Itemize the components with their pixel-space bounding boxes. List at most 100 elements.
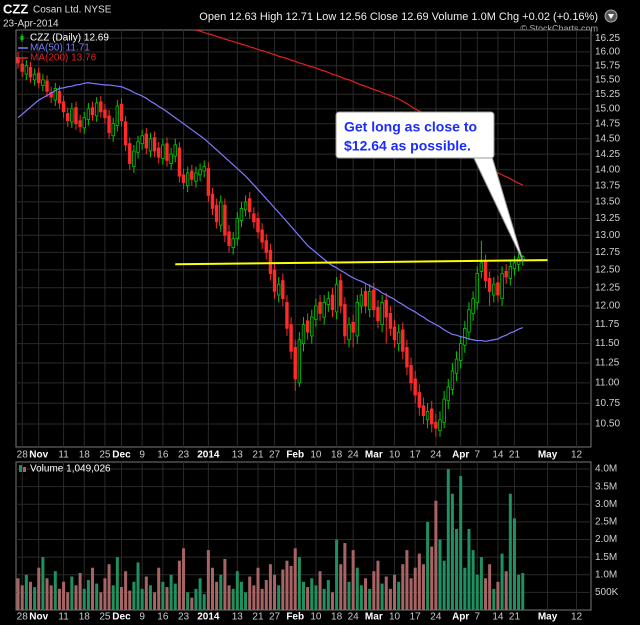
candle-body xyxy=(37,72,41,84)
candle-body xyxy=(206,168,211,196)
candle-body xyxy=(384,299,388,318)
y-tick-label: 12.75 xyxy=(595,247,620,258)
candle-body xyxy=(94,102,99,117)
volume-bar xyxy=(401,564,405,610)
volume-bar xyxy=(446,469,450,610)
x-tick-label: 10 xyxy=(389,450,401,461)
volume-bar xyxy=(74,585,78,610)
candle-body xyxy=(301,324,306,345)
volume-bar xyxy=(153,592,157,610)
candle-body xyxy=(256,218,260,233)
y-tick-label: 15.25 xyxy=(595,89,620,100)
candle-body xyxy=(388,312,393,329)
volume-bar xyxy=(215,581,219,610)
volume-bar xyxy=(99,592,103,610)
candle-body xyxy=(231,238,235,248)
y-tick-label: 500K xyxy=(595,587,619,598)
candle-body xyxy=(322,301,326,318)
volume-bar xyxy=(359,585,363,610)
volume-bar xyxy=(434,500,438,610)
y-tick-label: 14.00 xyxy=(595,164,620,175)
volume-bar xyxy=(310,578,314,610)
candle-body xyxy=(157,147,161,158)
volume-bar xyxy=(140,588,144,610)
y-tick-label: 4.0M xyxy=(595,464,617,475)
x-tick-label: 18 xyxy=(79,450,91,461)
x-tick-label: 21 xyxy=(252,450,264,461)
candle-body xyxy=(479,262,484,272)
volume-bar xyxy=(318,571,322,610)
x-tick-label: 23 xyxy=(178,612,190,623)
date: 23-Apr-2014 xyxy=(3,19,59,30)
candle-body xyxy=(380,301,384,326)
volume-bar xyxy=(463,567,467,610)
legend-icon xyxy=(23,467,26,472)
candle-body xyxy=(446,386,450,402)
candle-body xyxy=(264,240,268,253)
x-tick-label: 28 xyxy=(17,450,29,461)
x-tick-label: 18 xyxy=(331,450,343,461)
candle-body xyxy=(318,301,322,314)
y-tick-label: 13.75 xyxy=(595,180,620,191)
volume-bar xyxy=(326,580,330,610)
candle-body xyxy=(140,135,144,145)
volume-bar xyxy=(289,565,293,610)
candle-body xyxy=(32,73,37,81)
volume-bar xyxy=(421,564,425,610)
change-icon xyxy=(604,9,618,23)
x-tick-label: 13 xyxy=(232,450,244,461)
candle-body xyxy=(161,144,165,159)
volume-bar xyxy=(165,587,169,610)
volume-bar xyxy=(182,548,186,610)
y-tick-label: 11.25 xyxy=(595,358,620,369)
volume-bar xyxy=(124,571,128,610)
candle-body xyxy=(483,261,488,281)
x-tick-label: 9 xyxy=(139,450,145,461)
y-tick-label: 14.25 xyxy=(595,149,620,160)
annotation-line: Get long as close to xyxy=(344,119,477,135)
volume-bar xyxy=(148,585,152,610)
volume-bar xyxy=(235,571,239,610)
candle-body xyxy=(219,201,223,226)
candle-body xyxy=(53,88,57,101)
volume-bar xyxy=(376,560,380,610)
y-tick-label: 3.0M xyxy=(595,499,617,510)
y-tick-label: 11.75 xyxy=(595,319,620,330)
volume-bar xyxy=(252,585,256,610)
y-tick-label: 11.00 xyxy=(595,378,620,389)
volume-bar xyxy=(227,585,231,610)
volume-bar xyxy=(475,574,479,610)
volume-bar xyxy=(517,574,521,610)
candle-body xyxy=(454,358,459,374)
volume-bar xyxy=(351,550,355,610)
volume-bar xyxy=(169,574,173,610)
volume-bar xyxy=(426,521,430,610)
y-tick-label: 1.5M xyxy=(595,552,617,563)
volume-bar xyxy=(442,560,446,610)
volume-bar xyxy=(409,578,413,610)
volume-bar xyxy=(91,567,95,610)
candle-body xyxy=(165,143,169,161)
volume-bar xyxy=(500,553,504,610)
candle-body xyxy=(401,329,405,352)
x-tick-label: 16 xyxy=(157,612,169,623)
candle-body xyxy=(425,411,430,421)
x-tick-label: 10 xyxy=(310,612,322,623)
x-tick-label: 7 xyxy=(474,450,480,461)
volume-bar xyxy=(78,573,82,610)
candle-body xyxy=(86,108,91,120)
volume-bar xyxy=(128,590,132,610)
x-tick-label: 10 xyxy=(389,612,401,623)
volume-bar xyxy=(157,567,161,610)
volume-bar xyxy=(57,588,61,610)
candle-body xyxy=(417,392,422,408)
x-tick-label: 25 xyxy=(99,450,111,461)
volume-bar xyxy=(103,578,107,610)
x-tick-label: Nov xyxy=(29,450,48,461)
volume-bars xyxy=(16,469,525,610)
volume-bar xyxy=(393,574,397,610)
volume-bar xyxy=(186,592,190,610)
candle-body xyxy=(276,283,281,296)
